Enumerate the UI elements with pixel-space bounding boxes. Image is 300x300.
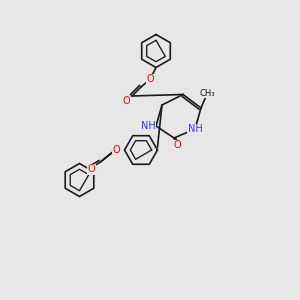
Text: NH: NH [141,121,156,131]
Text: O: O [88,164,95,175]
Text: NH: NH [188,124,202,134]
Text: O: O [173,140,181,151]
Text: CH₃: CH₃ [199,88,215,98]
Text: O: O [122,95,130,106]
Text: O: O [112,145,120,155]
Text: O: O [146,74,154,85]
